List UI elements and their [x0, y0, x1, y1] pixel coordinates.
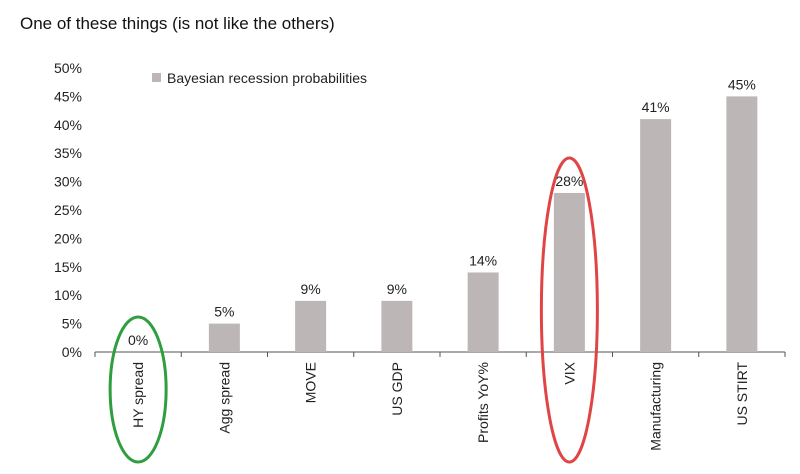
- chart-title: One of these things (is not like the oth…: [20, 14, 335, 33]
- x-category-label: Manufacturing: [648, 362, 664, 451]
- data-label: 5%: [214, 304, 234, 320]
- legend-swatch: [152, 73, 161, 82]
- x-category-label: VIX: [561, 361, 577, 384]
- y-tick-label: 40%: [54, 117, 82, 133]
- bar-vix: [553, 192, 585, 352]
- bar-us-stirt: [726, 96, 758, 353]
- y-tick-label: 0%: [62, 344, 82, 360]
- y-tick-label: 15%: [54, 259, 82, 275]
- bar-us-gdp: [381, 300, 413, 352]
- highlight-ellipse: [539, 156, 599, 464]
- data-label: 45%: [728, 76, 756, 92]
- y-tick-label: 5%: [62, 316, 82, 332]
- x-category-label: MOVE: [303, 362, 319, 403]
- data-label: 9%: [301, 281, 321, 297]
- y-tick-label: 45%: [54, 88, 82, 104]
- y-tick-label: 35%: [54, 145, 82, 161]
- x-category-label: US GDP: [389, 362, 405, 416]
- y-tick-label: 50%: [54, 60, 82, 76]
- x-category-label: US STIRT: [734, 362, 750, 426]
- data-label: 9%: [387, 281, 407, 297]
- data-label: 28%: [555, 173, 583, 189]
- bar-profits-yoy-: [467, 272, 499, 352]
- bar-move: [295, 300, 327, 352]
- bar-manufacturing: [640, 119, 672, 353]
- data-label: 41%: [642, 99, 670, 115]
- x-category-label: Agg spread: [216, 362, 232, 434]
- highlight-ellipse: [108, 315, 168, 464]
- y-tick-label: 25%: [54, 202, 82, 218]
- y-tick-label: 10%: [54, 287, 82, 303]
- x-category-label: Profits YoY%: [475, 362, 491, 443]
- data-label: 0%: [128, 332, 148, 348]
- y-tick-label: 20%: [54, 230, 82, 246]
- data-label: 14%: [469, 252, 497, 268]
- x-category-label: HY spread: [130, 362, 146, 428]
- legend-label: Bayesian recession probabilities: [167, 70, 367, 86]
- bar-agg-spread: [208, 323, 240, 352]
- y-tick-label: 30%: [54, 174, 82, 190]
